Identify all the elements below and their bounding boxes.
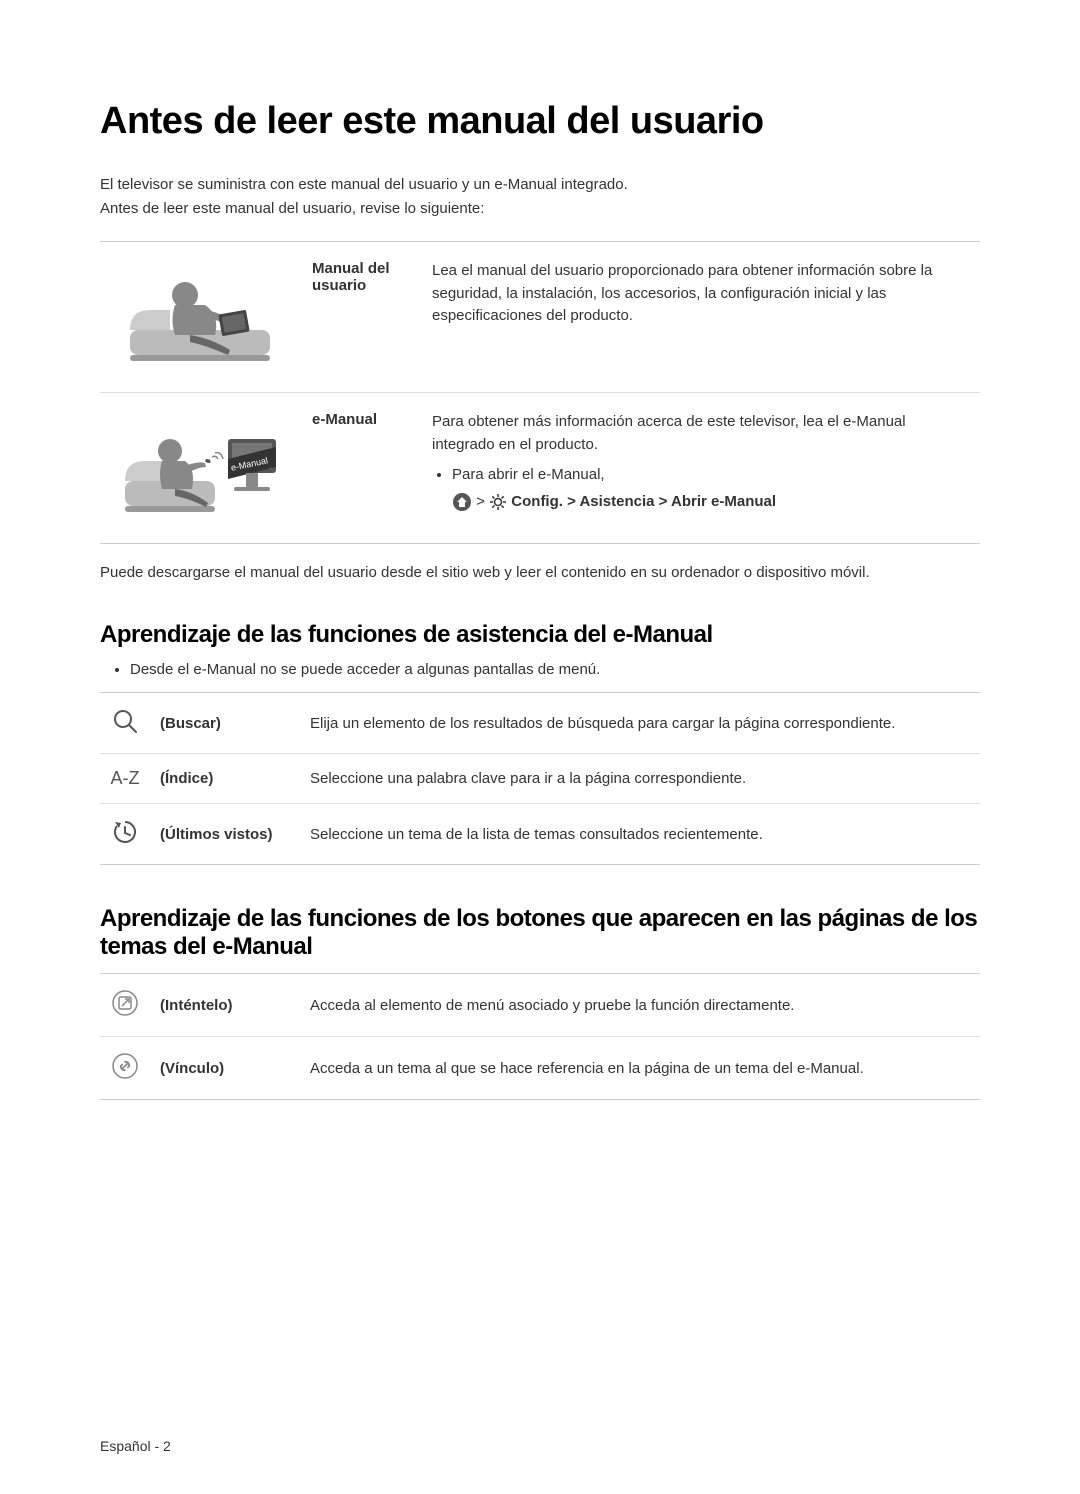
- func-name: (Vínculo): [150, 1037, 300, 1100]
- page-footer: Español - 2: [100, 1438, 171, 1454]
- table-row: Manual del usuario Lea el manual del usu…: [100, 242, 980, 393]
- emanual-desc: Para obtener más información acerca de e…: [420, 393, 980, 544]
- icon-cell: [100, 693, 150, 754]
- func-desc: Acceda a un tema al que se hace referenc…: [300, 1037, 980, 1100]
- emanual-path: >: [452, 491, 968, 514]
- func-name: (Buscar): [150, 693, 300, 754]
- table-row: (Vínculo) Acceda a un tema al que se hac…: [100, 1037, 980, 1100]
- func-desc: Elija un elemento de los resultados de b…: [300, 693, 980, 754]
- table-row: e-Manual e-Manual Para obtener más infor…: [100, 393, 980, 544]
- button-functions-table: (Inténtelo) Acceda al elemento de menú a…: [100, 973, 980, 1100]
- assistance-functions-table: (Buscar) Elija un elemento de los result…: [100, 692, 980, 865]
- func-name: (Índice): [150, 754, 300, 804]
- section2-heading: Aprendizaje de las funciones de los boto…: [100, 905, 980, 961]
- func-name: (Últimos vistos): [150, 804, 300, 865]
- home-icon: [452, 492, 472, 512]
- emanual-label: e-Manual: [300, 393, 420, 544]
- recent-icon: [111, 818, 139, 846]
- table-row: (Inténtelo) Acceda al elemento de menú a…: [100, 974, 980, 1037]
- tryit-icon: [110, 988, 140, 1018]
- table-row: A-Z (Índice) Seleccione una palabra clav…: [100, 754, 980, 804]
- func-name: (Inténtelo): [150, 974, 300, 1037]
- path-text: Config. > Asistencia > Abrir e-Manual: [511, 493, 776, 510]
- emanual-open-bullet: Para abrir el e-Manual, >: [452, 464, 968, 513]
- func-desc: Acceda al elemento de menú asociado y pr…: [300, 974, 980, 1037]
- section1-heading: Aprendizaje de las funciones de asistenc…: [100, 621, 980, 649]
- illustration-cell: e-Manual: [100, 393, 300, 544]
- manual-label: Manual del usuario: [300, 242, 420, 393]
- manual-types-table: Manual del usuario Lea el manual del usu…: [100, 241, 980, 544]
- icon-cell: [100, 974, 150, 1037]
- section1-note-list: Desde el e-Manual no se puede acceder a …: [100, 661, 980, 678]
- func-desc: Seleccione una palabra clave para ir a l…: [300, 754, 980, 804]
- az-icon: A-Z: [111, 768, 140, 788]
- icon-cell: [100, 1037, 150, 1100]
- table-row: (Últimos vistos) Seleccione un tema de l…: [100, 804, 980, 865]
- person-reading-icon: [120, 260, 280, 370]
- page-title: Antes de leer este manual del usuario: [100, 100, 980, 143]
- download-note: Puede descargarse el manual del usuario …: [100, 564, 980, 581]
- emanual-desc-text: Para obtener más información acerca de e…: [432, 413, 906, 453]
- link-icon: [110, 1051, 140, 1081]
- illustration-cell: [100, 242, 300, 393]
- path-separator: >: [476, 493, 489, 510]
- search-icon: [111, 707, 139, 735]
- manual-desc: Lea el manual del usuario proporcionado …: [420, 242, 980, 393]
- icon-cell: A-Z: [100, 754, 150, 804]
- intro-line-2: Antes de leer este manual del usuario, r…: [100, 200, 484, 217]
- intro-text: El televisor se suministra con este manu…: [100, 173, 980, 221]
- person-tv-icon: e-Manual: [120, 411, 280, 521]
- icon-cell: [100, 804, 150, 865]
- table-row: (Buscar) Elija un elemento de los result…: [100, 693, 980, 754]
- func-desc: Seleccione un tema de la lista de temas …: [300, 804, 980, 865]
- section1-note: Desde el e-Manual no se puede acceder a …: [130, 661, 980, 678]
- emanual-bullet-text: Para abrir el e-Manual,: [452, 466, 605, 483]
- gear-icon: [489, 493, 507, 511]
- intro-line-1: El televisor se suministra con este manu…: [100, 176, 628, 193]
